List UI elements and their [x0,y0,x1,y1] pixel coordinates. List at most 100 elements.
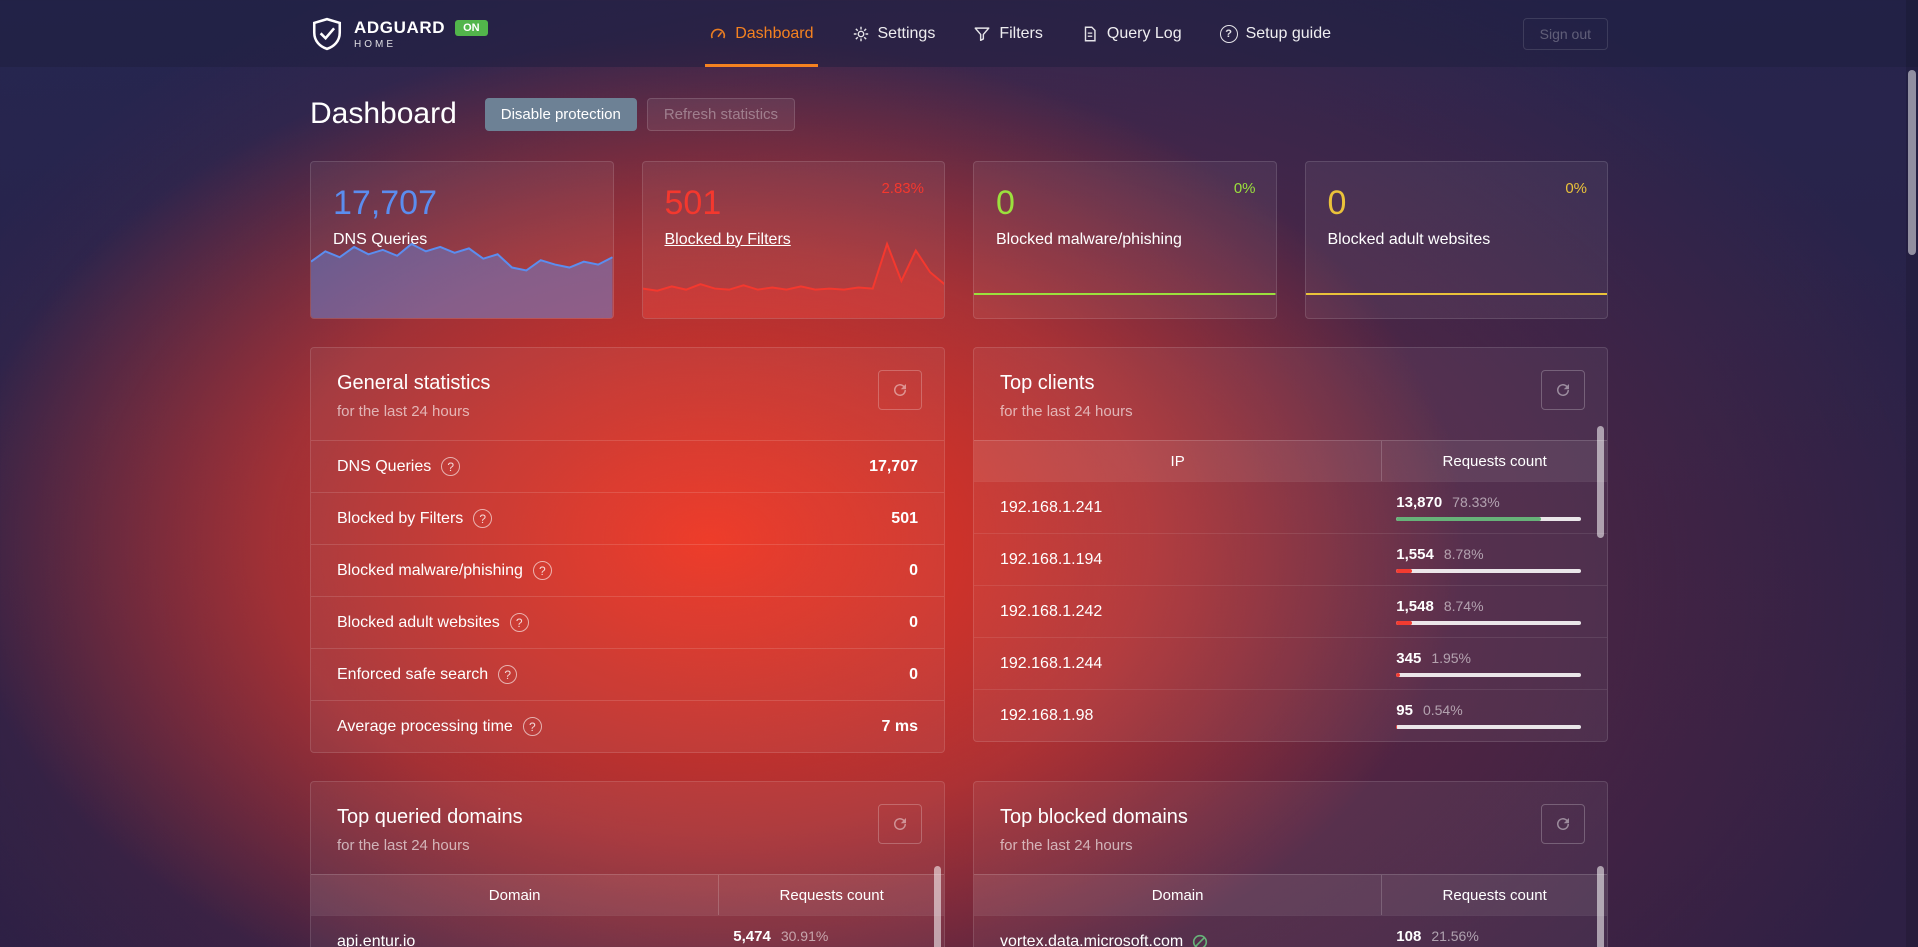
refresh-card-button[interactable] [878,804,922,844]
blocked-malware-card: 0 Blocked malware/phishing 0% [973,161,1277,319]
card-title: Top blocked domains [1000,806,1188,828]
table-header: IP Requests count [974,440,1607,481]
dashboard-page: Dashboard Disable protection Refresh sta… [310,97,1608,947]
card-title: General statistics [337,372,491,394]
help-icon[interactable]: ? [522,717,542,736]
client-ip[interactable]: 192.168.1.194 [1000,550,1103,568]
help-icon[interactable]: ? [509,613,529,632]
client-row: 192.168.1.98 95 0.54% [974,689,1607,741]
card-subtitle: for the last 24 hours [337,403,470,420]
document-icon [1084,26,1096,41]
unblock-circle-slash-icon[interactable] [1191,933,1209,947]
requests-bar [1396,517,1581,521]
general-statistics-card: General statistics for the last 24 hours… [310,347,945,753]
client-ip[interactable]: 192.168.1.241 [1000,498,1103,516]
stat-row-blocked-malware: Blocked malware/phishing? 0 [311,544,944,596]
help-icon[interactable]: ? [498,665,518,684]
stat-row-dns-queries: DNS Queries? 17,707 [311,440,944,492]
top-clients-card: Top clients for the last 24 hours IP Req… [973,347,1608,742]
page-title: Dashboard [310,97,457,130]
card-subtitle: for the last 24 hours [1000,837,1133,854]
blocked-malware-label: Blocked malware/phishing [996,230,1182,248]
blocked-filters-sparkline [642,238,944,318]
dns-queries-card: 17,707 DNS Queries [310,161,614,319]
blocked-filters-percent: 2.83% [881,180,924,197]
refresh-icon [1557,384,1569,397]
card-scrollbar-thumb[interactable] [934,866,941,947]
client-ip[interactable]: 192.168.1.98 [1000,706,1094,724]
top-blocked-domains-card: Top blocked domains for the last 24 hour… [973,781,1608,947]
dns-queries-value: 17,707 [333,184,437,222]
stat-row-blocked-filters: Blocked by Filters? 501 [311,492,944,544]
refresh-icon [894,818,906,831]
stat-row-processing-time: Average processing time? 7 ms [311,700,944,752]
brand-name: ADGUARD [354,17,446,37]
blocked-malware-sparkline [974,238,1276,318]
blocked-adult-label: Blocked adult websites [1327,230,1491,248]
refresh-icon [894,384,906,397]
help-icon[interactable]: ? [473,509,493,528]
requests-bar [1396,725,1581,729]
blocked-malware-value: 0 [996,184,1015,222]
dns-queries-sparkline [311,238,613,318]
blocked-adult-value: 0 [1327,184,1347,222]
nav-query-log[interactable]: Query Log [1081,0,1182,67]
refresh-icon [1557,818,1569,831]
funnel-icon [974,26,990,41]
domain-row: api.entur.io 5,474 30.91% [311,915,944,947]
stat-cards-row: 17,707 DNS Queries 501 Blocked by Filter… [310,161,1608,319]
refresh-card-button[interactable] [878,370,922,410]
dns-queries-label: DNS Queries [333,230,428,248]
client-row: 192.168.1.241 13,870 78.33% [974,481,1607,533]
client-row: 192.168.1.244 345 1.95% [974,637,1607,689]
question-circle-icon: ? [1219,24,1238,43]
card-scrollbar-thumb[interactable] [1597,426,1604,538]
adguard-home-logo[interactable]: ADGUARD ON HOME [310,17,488,51]
page-scrollbar-thumb[interactable] [1908,70,1916,255]
nav-dashboard[interactable]: Dashboard [705,0,818,67]
requests-bar [1396,569,1581,573]
sign-out-button[interactable]: Sign out [1522,17,1608,50]
top-queried-domains-card: Top queried domains for the last 24 hour… [310,781,945,947]
nav-setup-guide[interactable]: ? Setup guide [1219,0,1331,67]
page-header: Dashboard Disable protection Refresh sta… [310,97,1608,131]
domain-name[interactable]: vortex.data.microsoft.com [1000,932,1184,947]
shield-logo-icon [312,17,342,50]
card-title: Top queried domains [337,806,523,828]
table-header: Domain Requests count [311,874,944,915]
card-subtitle: for the last 24 hours [1000,403,1133,420]
domain-name[interactable]: api.entur.io [337,932,416,947]
blocked-filters-card: 501 Blocked by Filters 2.83% [641,161,945,319]
client-ip[interactable]: 192.168.1.242 [1000,602,1103,620]
domain-row: vortex.data.microsoft.com 108 21.56% [974,915,1607,947]
card-title: Top clients [1000,372,1095,394]
refresh-statistics-button[interactable]: Refresh statistics [646,97,796,131]
protection-on-badge: ON [455,19,488,36]
refresh-card-button[interactable] [1541,370,1585,410]
card-subtitle: for the last 24 hours [337,837,470,854]
requests-bar [1396,673,1581,677]
stat-row-safe-search: Enforced safe search? 0 [311,648,944,700]
blocked-adult-sparkline [1306,238,1608,318]
dashboard-gauge-icon [711,28,726,38]
brand-sub: HOME [354,38,396,50]
page-scrollbar[interactable] [1906,0,1918,947]
top-navbar: ADGUARD ON HOME Dashboard Settings [0,0,1918,67]
gear-icon [853,26,868,41]
nav-settings[interactable]: Settings [852,0,935,67]
card-scrollbar-thumb[interactable] [1597,866,1604,947]
disable-protection-button[interactable]: Disable protection [484,97,637,131]
help-icon[interactable]: ? [441,457,461,476]
help-icon[interactable]: ? [532,561,552,580]
blocked-filters-value: 501 [664,184,722,222]
requests-bar [1396,621,1581,625]
stat-row-blocked-adult: Blocked adult websites? 0 [311,596,944,648]
refresh-card-button[interactable] [1541,804,1585,844]
blocked-adult-card: 0 Blocked adult websites 0% [1304,161,1608,319]
table-header: Domain Requests count [974,874,1607,915]
client-ip[interactable]: 192.168.1.244 [1000,654,1103,672]
blocked-malware-percent: 0% [1233,180,1256,197]
nav-filters[interactable]: Filters [973,0,1043,67]
client-row: 192.168.1.194 1,554 8.78% [974,533,1607,585]
blocked-filters-link[interactable]: Blocked by Filters [664,230,791,248]
